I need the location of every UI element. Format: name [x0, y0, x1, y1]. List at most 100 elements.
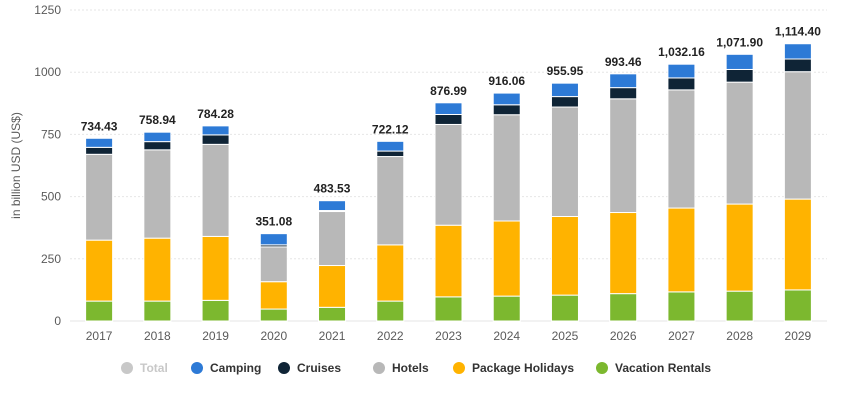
- bar-segment-package-holidays[interactable]: [201, 235, 230, 301]
- bar-segment-vacation-rentals[interactable]: [783, 289, 812, 322]
- bar-segment-vacation-rentals[interactable]: [609, 293, 638, 322]
- bar-segment-package-holidays[interactable]: [143, 237, 172, 302]
- bar-segment-hotels[interactable]: [85, 153, 114, 241]
- bar-segment-hotels[interactable]: [143, 149, 172, 239]
- y-tick-label: 1000: [34, 65, 61, 79]
- bar-segment-cruises[interactable]: [85, 146, 114, 155]
- total-data-label: 758.94: [139, 113, 176, 127]
- total-data-label: 876.99: [430, 84, 467, 98]
- bar-segment-hotels[interactable]: [550, 106, 579, 218]
- bar-segment-package-holidays[interactable]: [725, 203, 754, 292]
- bar-segment-hotels[interactable]: [201, 143, 230, 237]
- bar-segment-camping[interactable]: [434, 102, 463, 115]
- bar-segment-vacation-rentals[interactable]: [376, 300, 405, 322]
- bar-segment-camping[interactable]: [143, 131, 172, 143]
- bar-segment-hotels[interactable]: [609, 98, 638, 214]
- bar-segment-camping[interactable]: [201, 125, 230, 136]
- legend-item-hotels[interactable]: Hotels: [373, 361, 429, 375]
- bar-segment-package-holidays[interactable]: [434, 224, 463, 298]
- bar-segment-cruises[interactable]: [492, 104, 521, 116]
- x-tick-label: 2028: [726, 329, 753, 343]
- bar-segment-package-holidays[interactable]: [667, 207, 696, 293]
- bar-segment-package-holidays[interactable]: [85, 239, 114, 302]
- bar-segment-camping[interactable]: [318, 200, 347, 212]
- bar-segment-vacation-rentals[interactable]: [201, 299, 230, 322]
- bar-segment-hotels[interactable]: [318, 211, 347, 267]
- bar-segment-camping[interactable]: [725, 53, 754, 70]
- legend-marker: [121, 362, 133, 374]
- x-tick-label: 2017: [86, 329, 113, 343]
- total-data-label: 1,032.16: [658, 45, 705, 59]
- legend-label: Hotels: [392, 361, 429, 375]
- bar-segment-camping[interactable]: [376, 140, 405, 152]
- bar-segment-hotels[interactable]: [492, 114, 521, 222]
- bar-segment-package-holidays[interactable]: [492, 220, 521, 297]
- legend-item-camping[interactable]: Camping: [191, 361, 261, 375]
- bar-segment-cruises[interactable]: [609, 87, 638, 100]
- bar-segment-vacation-rentals[interactable]: [259, 308, 288, 322]
- x-tick-label: 2020: [260, 329, 287, 343]
- bar-segment-camping[interactable]: [259, 233, 288, 246]
- x-axis-ticks: 2017 2018 2019 2020 2021 2022 2023 2024 2025 2026…: [86, 329, 812, 343]
- bar-segment-camping[interactable]: [783, 43, 812, 60]
- bar-segment-camping[interactable]: [609, 73, 638, 89]
- x-tick-label: 2025: [552, 329, 579, 343]
- y-tick-label: 0: [54, 314, 61, 328]
- bar-segment-cruises[interactable]: [783, 58, 812, 73]
- legend-item-vacation-rentals[interactable]: Vacation Rentals: [596, 361, 711, 375]
- bar-segment-camping[interactable]: [550, 82, 579, 98]
- y-tick-label: 1250: [34, 3, 61, 17]
- legend-label: Total: [140, 361, 168, 375]
- bar-segment-vacation-rentals[interactable]: [492, 295, 521, 322]
- total-data-label: 1,114.40: [775, 25, 821, 39]
- bar-segment-vacation-rentals[interactable]: [667, 291, 696, 322]
- bar-segment-hotels[interactable]: [376, 156, 405, 246]
- legend-marker: [278, 362, 290, 374]
- bar-segment-vacation-rentals[interactable]: [143, 300, 172, 322]
- bar-segment-hotels[interactable]: [259, 246, 288, 283]
- legend-label: Cruises: [297, 361, 341, 375]
- legend-item-package-holidays[interactable]: Package Holidays: [453, 361, 574, 375]
- bar-segment-camping[interactable]: [667, 63, 696, 79]
- total-data-label: 1,071.90: [716, 35, 763, 49]
- total-data-label: 483.53: [314, 182, 351, 196]
- bar-segment-package-holidays[interactable]: [318, 265, 347, 308]
- bar-segment-package-holidays[interactable]: [609, 212, 638, 295]
- bar-segment-cruises[interactable]: [143, 141, 172, 151]
- bar-segment-cruises[interactable]: [434, 113, 463, 125]
- bar-segment-vacation-rentals[interactable]: [318, 306, 347, 322]
- bar-segment-cruises[interactable]: [376, 150, 405, 158]
- bar-segment-cruises[interactable]: [550, 96, 579, 108]
- legend-label: Vacation Rentals: [615, 361, 711, 375]
- x-tick-label: 2023: [435, 329, 462, 343]
- bar-segment-vacation-rentals[interactable]: [434, 296, 463, 322]
- y-tick-label: 750: [41, 127, 61, 141]
- bar-segment-cruises[interactable]: [725, 68, 754, 83]
- total-data-label: 784.28: [197, 107, 234, 121]
- total-data-label: 734.43: [81, 119, 118, 133]
- total-data-label: 722.12: [372, 122, 409, 136]
- y-axis-ticks: 0 250 500 750 1000 1250: [34, 3, 61, 328]
- bar-segment-vacation-rentals[interactable]: [85, 300, 114, 322]
- bar-segment-cruises[interactable]: [667, 77, 696, 91]
- x-tick-label: 2018: [144, 329, 171, 343]
- legend: Total Camping Cruises Hotels Package Holiday…: [121, 361, 711, 375]
- legend-item-total[interactable]: Total: [121, 361, 168, 375]
- x-tick-label: 2027: [668, 329, 695, 343]
- bar-segment-camping[interactable]: [85, 137, 114, 148]
- bar-segment-hotels[interactable]: [725, 81, 754, 205]
- bar-segment-camping[interactable]: [492, 92, 521, 106]
- x-tick-label: 2024: [493, 329, 520, 343]
- bar-segment-package-holidays[interactable]: [259, 281, 288, 310]
- legend-item-cruises[interactable]: Cruises: [278, 361, 341, 375]
- bar-segment-vacation-rentals[interactable]: [725, 290, 754, 322]
- bar-segment-hotels[interactable]: [783, 71, 812, 200]
- bar-segment-package-holidays[interactable]: [376, 244, 405, 302]
- bar-segment-package-holidays[interactable]: [550, 216, 579, 296]
- bar-segment-vacation-rentals[interactable]: [550, 294, 579, 322]
- bar-segment-package-holidays[interactable]: [783, 198, 812, 291]
- bar-segment-hotels[interactable]: [434, 123, 463, 226]
- bar-segment-cruises[interactable]: [201, 134, 230, 145]
- bar-segment-hotels[interactable]: [667, 89, 696, 209]
